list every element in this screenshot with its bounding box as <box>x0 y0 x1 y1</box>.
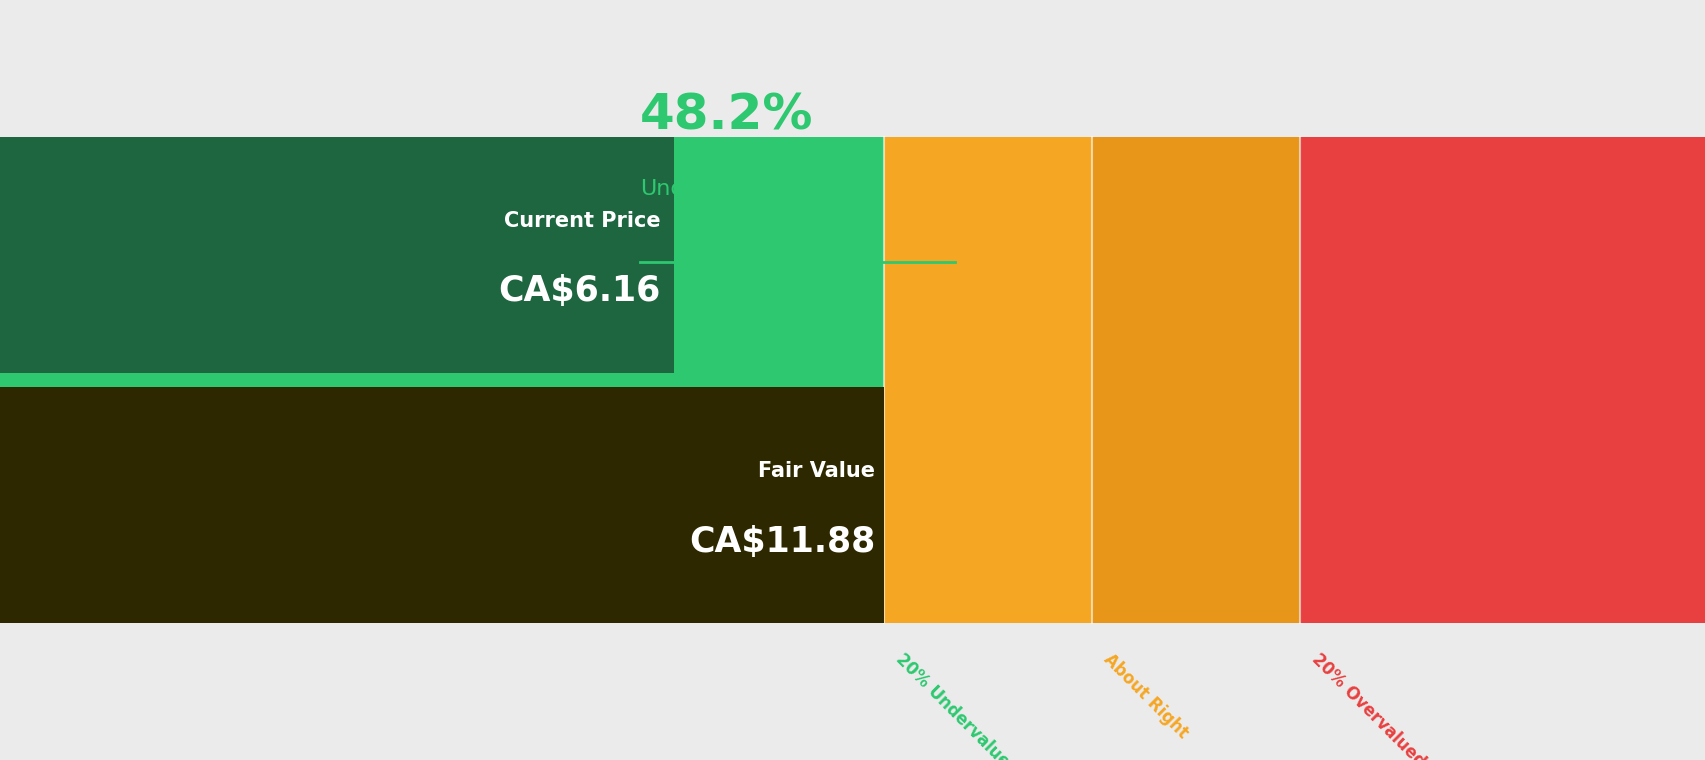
Text: 20% Undervalued: 20% Undervalued <box>892 650 1021 760</box>
Bar <box>0 388 883 623</box>
Bar <box>1299 137 1705 623</box>
Text: Fair Value: Fair Value <box>757 461 875 481</box>
Text: 48.2%: 48.2% <box>639 91 813 139</box>
Bar <box>1091 137 1299 623</box>
Bar <box>0 137 673 372</box>
Text: CA$6.16: CA$6.16 <box>498 274 660 309</box>
Text: About Right: About Right <box>1100 650 1192 742</box>
Bar <box>0 137 883 623</box>
Bar <box>883 137 1091 623</box>
Text: CA$11.88: CA$11.88 <box>689 524 875 559</box>
Text: Current Price: Current Price <box>503 211 660 230</box>
Text: 20% Overvalued: 20% Overvalued <box>1308 650 1429 760</box>
Text: Undervalued: Undervalued <box>639 179 781 198</box>
